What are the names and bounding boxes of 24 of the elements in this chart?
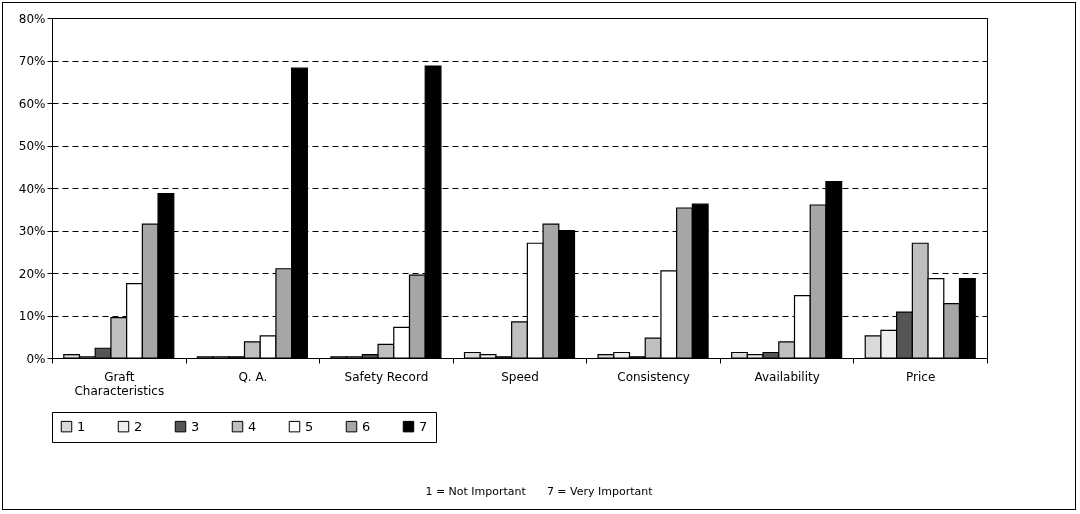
- y-tick-label: 0%: [26, 351, 46, 366]
- legend-label: 7: [419, 418, 428, 434]
- legend-label: 2: [134, 418, 143, 434]
- x-tick-label: Graft Characteristics: [74, 369, 165, 398]
- y-tick-label: 70%: [18, 54, 46, 68]
- legend-label: 5: [305, 418, 314, 434]
- y-tick-label: 40%: [18, 181, 46, 196]
- text: 1 = Not Important 7 = Very Important: [424, 485, 654, 498]
- y-tick-label: 10%: [18, 309, 46, 323]
- legend-label: 1: [77, 418, 86, 434]
- legend-label: 4: [248, 418, 257, 434]
- y-tick-label: 60%: [18, 96, 46, 111]
- x-tick-label: Consistency: [617, 369, 690, 384]
- x-tick-label: Speed: [501, 369, 539, 384]
- legend-label: 6: [362, 418, 371, 434]
- y-tick-label: 50%: [18, 139, 46, 153]
- y-tick-label: 80%: [18, 11, 46, 26]
- y-tick-label: 20%: [18, 266, 46, 281]
- x-tick-label: Safety Record: [344, 369, 429, 384]
- x-tick-label: Availability: [754, 369, 820, 384]
- y-tick-label: 30%: [18, 224, 46, 238]
- x-tick-label: Q. A.: [238, 369, 268, 384]
- legend-label: 3: [191, 418, 200, 434]
- x-tick-label: Price: [906, 369, 936, 384]
